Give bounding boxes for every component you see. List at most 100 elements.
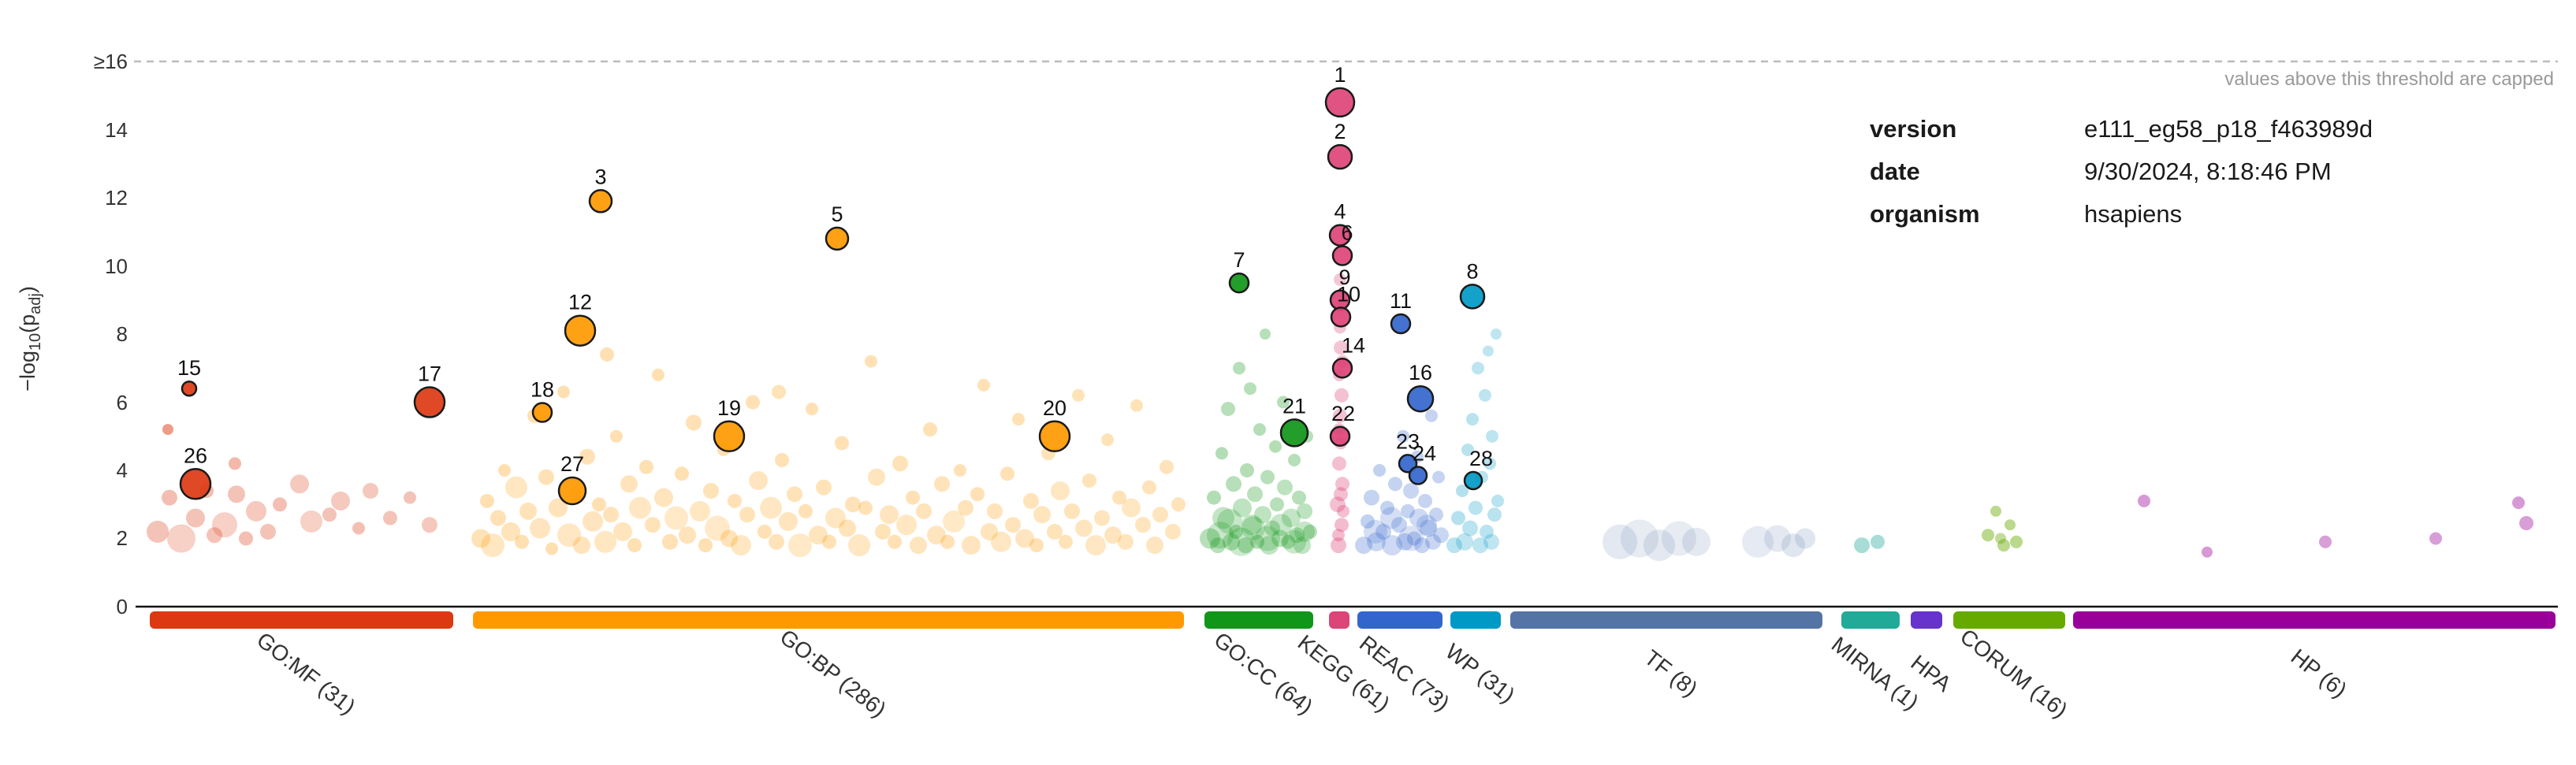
term-bubble-go-cc[interactable] [1200, 528, 1220, 549]
term-bubble-go-bp[interactable] [1152, 507, 1168, 523]
highlighted-term-bubble-16[interactable] [1406, 384, 1435, 413]
term-bubble-corum[interactable] [1982, 529, 1994, 542]
source-bar-corum[interactable] [1953, 611, 2065, 629]
term-bubble-reac[interactable] [1407, 531, 1421, 546]
term-bubble-go-bp[interactable] [652, 368, 664, 381]
source-bar-mirna[interactable] [1841, 611, 1900, 629]
term-bubble-go-mf[interactable] [167, 524, 195, 553]
term-bubble-wp[interactable] [1451, 511, 1465, 525]
term-bubble-go-mf[interactable] [383, 511, 397, 525]
term-bubble-corum[interactable] [2010, 535, 2023, 548]
term-bubble-reac[interactable] [1425, 409, 1438, 422]
term-bubble-go-bp[interactable] [592, 497, 606, 512]
term-bubble-go-bp[interactable] [760, 496, 782, 519]
term-bubble-go-cc[interactable] [1277, 479, 1293, 496]
term-bubble-go-cc[interactable] [1221, 402, 1235, 417]
term-bubble-go-bp[interactable] [1015, 529, 1034, 548]
term-bubble-go-bp[interactable] [835, 436, 849, 451]
term-bubble-mirna[interactable] [1854, 537, 1870, 554]
term-bubble-wp[interactable] [1486, 429, 1498, 443]
source-bar-tf[interactable] [1510, 611, 1822, 629]
term-bubble-go-bp[interactable] [788, 533, 812, 558]
highlighted-term-bubble-2[interactable] [1327, 143, 1353, 170]
highlighted-term-bubble-18[interactable] [531, 402, 553, 423]
term-bubble-go-cc[interactable] [1255, 525, 1280, 551]
term-bubble-go-bp[interactable] [875, 523, 891, 540]
term-bubble-go-bp[interactable] [698, 538, 713, 553]
term-bubble-go-bp[interactable] [865, 355, 877, 368]
term-bubble-go-bp[interactable] [501, 522, 520, 541]
term-bubble-go-bp[interactable] [858, 500, 873, 515]
term-bubble-go-bp[interactable] [662, 533, 678, 550]
term-bubble-go-cc[interactable] [1207, 490, 1221, 505]
term-bubble-go-cc[interactable] [1260, 470, 1275, 485]
term-bubble-go-mf[interactable] [273, 497, 287, 512]
term-bubble-kegg[interactable] [1335, 477, 1349, 492]
highlighted-term-bubble-8[interactable] [1459, 284, 1486, 310]
term-bubble-go-bp[interactable] [675, 466, 689, 481]
term-bubble-go-bp[interactable] [848, 534, 870, 557]
term-bubble-tf[interactable] [1603, 524, 1637, 559]
term-bubble-kegg[interactable] [1332, 529, 1345, 542]
term-bubble-wp[interactable] [1446, 537, 1462, 554]
term-bubble-go-bp[interactable] [603, 507, 619, 523]
term-bubble-go-bp[interactable] [515, 534, 529, 549]
source-bar-go-cc[interactable] [1204, 611, 1313, 629]
term-bubble-go-cc[interactable] [1271, 529, 1289, 548]
term-bubble-go-cc[interactable] [1292, 490, 1306, 505]
term-bubble-go-bp[interactable] [573, 537, 590, 555]
term-bubble-wp[interactable] [1469, 500, 1483, 515]
term-bubble-go-bp[interactable] [1082, 473, 1096, 488]
term-bubble-reac[interactable] [1380, 507, 1402, 529]
term-bubble-go-bp[interactable] [1005, 517, 1021, 533]
term-bubble-go-bp[interactable] [806, 403, 818, 416]
term-bubble-go-cc[interactable] [1247, 486, 1263, 503]
term-bubble-go-cc[interactable] [1303, 524, 1317, 539]
term-bubble-go-mf[interactable] [404, 491, 416, 504]
term-bubble-go-cc[interactable] [1241, 514, 1262, 536]
term-bubble-reac[interactable] [1425, 533, 1441, 550]
term-bubble-go-mf[interactable] [207, 527, 222, 544]
term-bubble-go-cc[interactable] [1210, 537, 1226, 554]
term-bubble-go-cc[interactable] [1260, 536, 1279, 555]
term-bubble-reac[interactable] [1432, 470, 1445, 484]
term-bubble-go-bp[interactable] [629, 496, 651, 519]
term-bubble-hp[interactable] [2512, 496, 2525, 510]
term-bubble-reac[interactable] [1403, 483, 1419, 499]
term-bubble-go-bp[interactable] [880, 505, 899, 525]
term-bubble-go-bp[interactable] [690, 500, 710, 522]
term-bubble-reac[interactable] [1433, 527, 1449, 544]
term-bubble-go-bp[interactable] [610, 429, 623, 443]
term-bubble-go-cc[interactable] [1207, 522, 1234, 549]
term-bubble-go-cc[interactable] [1289, 527, 1305, 544]
term-bubble-go-bp[interactable] [822, 534, 836, 549]
term-bubble-reac[interactable] [1361, 514, 1375, 529]
term-bubble-go-bp[interactable] [1122, 498, 1141, 518]
term-bubble-kegg[interactable] [1337, 504, 1349, 518]
highlighted-term-bubble-7[interactable] [1228, 272, 1250, 294]
term-bubble-go-mf[interactable] [162, 424, 173, 436]
term-bubble-go-bp[interactable] [490, 510, 506, 526]
term-bubble-tf[interactable] [1781, 533, 1805, 558]
term-bubble-go-bp[interactable] [809, 525, 828, 545]
term-bubble-go-cc[interactable] [1240, 463, 1254, 477]
term-bubble-go-cc[interactable] [1229, 524, 1243, 539]
term-bubble-go-bp[interactable] [749, 471, 768, 490]
term-bubble-reac[interactable] [1416, 514, 1437, 536]
term-bubble-go-bp[interactable] [1047, 523, 1063, 540]
term-bubble-go-bp[interactable] [679, 526, 696, 544]
term-bubble-go-bp[interactable] [538, 469, 554, 485]
term-bubble-reac[interactable] [1396, 533, 1413, 551]
term-bubble-reac[interactable] [1375, 523, 1391, 540]
term-bubble-go-mf[interactable] [228, 485, 245, 503]
term-bubble-corum[interactable] [1995, 533, 2006, 544]
highlighted-term-bubble-19[interactable] [713, 420, 746, 453]
source-bar-reac[interactable] [1357, 611, 1442, 629]
term-bubble-wp[interactable] [1456, 485, 1469, 497]
term-bubble-go-bp[interactable] [906, 490, 920, 505]
highlighted-term-bubble-11[interactable] [1390, 313, 1412, 335]
term-bubble-reac[interactable] [1388, 477, 1402, 492]
term-bubble-go-bp[interactable] [705, 515, 730, 541]
source-bar-hpa[interactable] [1911, 611, 1942, 629]
term-bubble-go-cc[interactable] [1212, 507, 1234, 529]
